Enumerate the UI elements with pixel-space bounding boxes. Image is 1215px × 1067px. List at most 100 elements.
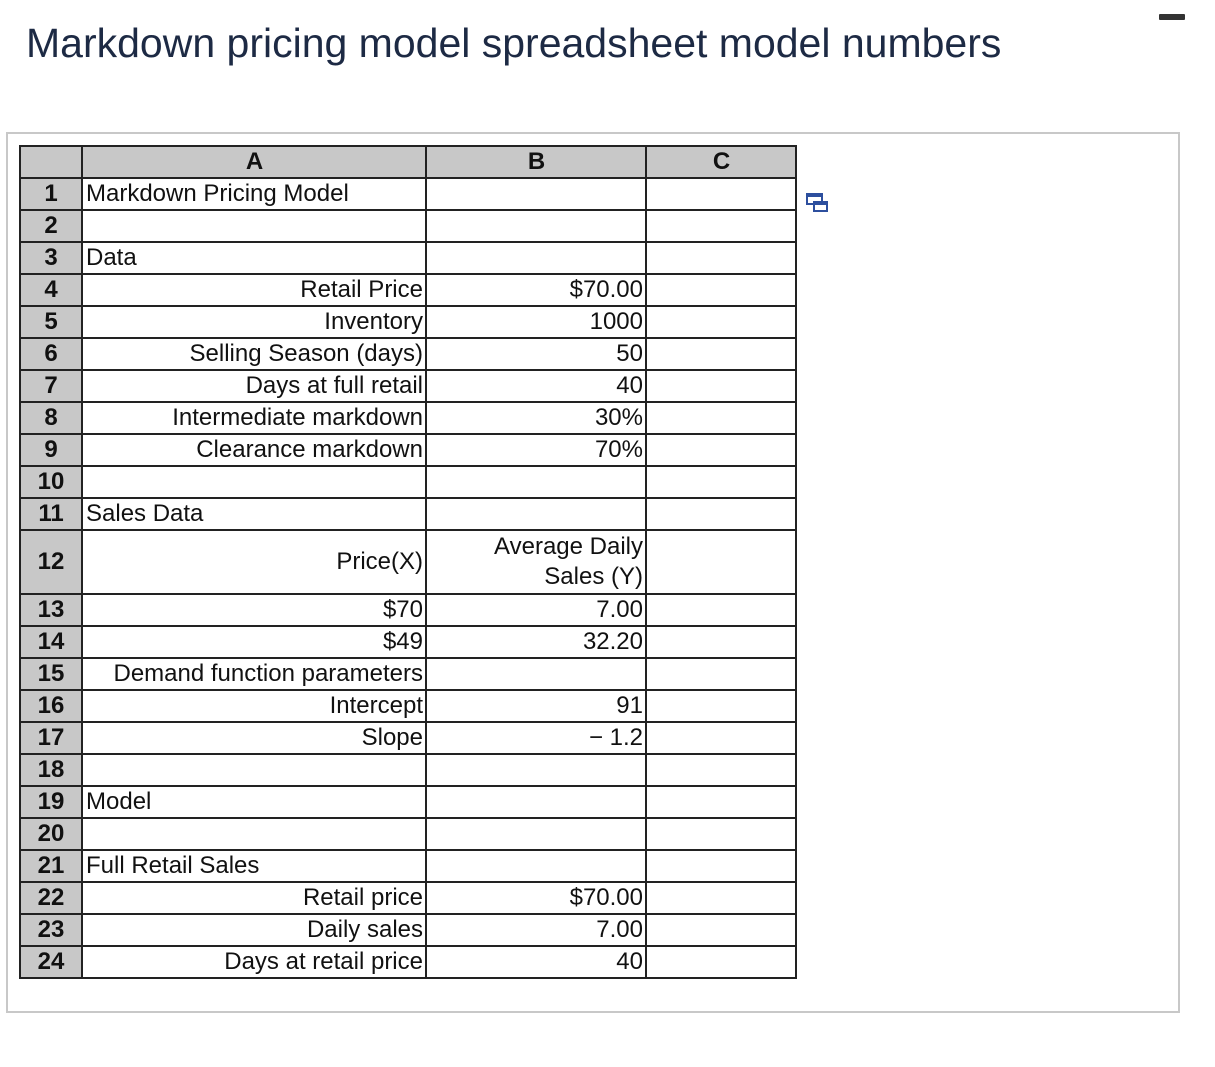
row-header[interactable]: 15 (19, 657, 83, 691)
cell-c[interactable] (645, 305, 797, 339)
cell-b[interactable] (425, 849, 647, 883)
row-header[interactable]: 11 (19, 497, 83, 531)
cell-b[interactable] (425, 497, 647, 531)
cell-a[interactable]: Markdown Pricing Model (81, 177, 427, 211)
cell-c[interactable] (645, 401, 797, 435)
cell-b[interactable]: 32.20 (425, 625, 647, 659)
minimize-icon[interactable] (1159, 14, 1185, 20)
cell-c[interactable] (645, 913, 797, 947)
cell-a[interactable]: Days at retail price (81, 945, 427, 979)
cell-c[interactable] (645, 241, 797, 275)
cell-a[interactable]: Retail price (81, 881, 427, 915)
cell-c[interactable] (645, 593, 797, 627)
cell-a[interactable]: Days at full retail (81, 369, 427, 403)
row-header[interactable]: 8 (19, 401, 83, 435)
cell-c[interactable] (645, 433, 797, 467)
cell-b[interactable]: $70.00 (425, 881, 647, 915)
row-header[interactable]: 3 (19, 241, 83, 275)
cell-b[interactable] (425, 657, 647, 691)
cell-c[interactable] (645, 273, 797, 307)
cell-a[interactable] (81, 817, 427, 851)
cell-a[interactable] (81, 209, 427, 243)
cell-c[interactable] (645, 689, 797, 723)
column-header-a[interactable]: A (81, 145, 427, 179)
cell-a[interactable]: Intermediate markdown (81, 401, 427, 435)
cell-a[interactable]: Sales Data (81, 497, 427, 531)
cell-a[interactable]: Selling Season (days) (81, 337, 427, 371)
cell-c[interactable] (645, 721, 797, 755)
row-header[interactable]: 23 (19, 913, 83, 947)
cell-c[interactable] (645, 177, 797, 211)
cell-a[interactable]: Full Retail Sales (81, 849, 427, 883)
cell-b[interactable]: − 1.2 (425, 721, 647, 755)
cell-b[interactable]: Average Daily Sales (Y) (425, 529, 647, 595)
cell-b[interactable]: 91 (425, 689, 647, 723)
cell-b[interactable]: 7.00 (425, 593, 647, 627)
row-header[interactable]: 2 (19, 209, 83, 243)
cell-a[interactable]: Demand function parameters (81, 657, 427, 691)
cell-a[interactable]: $49 (81, 625, 427, 659)
cell-c[interactable] (645, 881, 797, 915)
cell-c[interactable] (645, 817, 797, 851)
cell-c[interactable] (645, 529, 797, 595)
cell-b[interactable] (425, 753, 647, 787)
cell-a[interactable] (81, 753, 427, 787)
cell-a[interactable]: Daily sales (81, 913, 427, 947)
row-header[interactable]: 4 (19, 273, 83, 307)
row-header[interactable]: 19 (19, 785, 83, 819)
cell-a[interactable]: Inventory (81, 305, 427, 339)
cell-b[interactable] (425, 209, 647, 243)
cell-b[interactable] (425, 177, 647, 211)
cell-a[interactable]: Slope (81, 721, 427, 755)
cell-a[interactable]: Retail Price (81, 273, 427, 307)
row-header[interactable]: 24 (19, 945, 83, 979)
column-header-b[interactable]: B (425, 145, 647, 179)
cell-b[interactable] (425, 465, 647, 499)
cell-a[interactable]: Clearance markdown (81, 433, 427, 467)
cell-b[interactable]: 50 (425, 337, 647, 371)
cell-b[interactable]: 1000 (425, 305, 647, 339)
row-header[interactable]: 21 (19, 849, 83, 883)
cell-c[interactable] (645, 337, 797, 371)
cell-a[interactable] (81, 465, 427, 499)
cell-a[interactable]: Intercept (81, 689, 427, 723)
row-header[interactable]: 14 (19, 625, 83, 659)
row-header[interactable]: 10 (19, 465, 83, 499)
cell-b[interactable]: 40 (425, 369, 647, 403)
row-header[interactable]: 9 (19, 433, 83, 467)
row-header[interactable]: 12 (19, 529, 83, 595)
row-header[interactable]: 7 (19, 369, 83, 403)
column-header-c[interactable]: C (645, 145, 797, 179)
cell-b[interactable] (425, 817, 647, 851)
row-header[interactable]: 1 (19, 177, 83, 211)
cell-c[interactable] (645, 625, 797, 659)
cell-a[interactable]: Price(X) (81, 529, 427, 595)
row-header[interactable]: 22 (19, 881, 83, 915)
cell-b[interactable] (425, 241, 647, 275)
cell-b[interactable]: $70.00 (425, 273, 647, 307)
cell-b[interactable] (425, 785, 647, 819)
cell-c[interactable] (645, 497, 797, 531)
cell-a[interactable]: $70 (81, 593, 427, 627)
row-header[interactable]: 6 (19, 337, 83, 371)
cell-c[interactable] (645, 369, 797, 403)
row-header[interactable]: 5 (19, 305, 83, 339)
cell-c[interactable] (645, 945, 797, 979)
corner-cell[interactable] (19, 145, 83, 179)
cell-b[interactable]: 7.00 (425, 913, 647, 947)
cell-c[interactable] (645, 785, 797, 819)
row-header[interactable]: 20 (19, 817, 83, 851)
popout-window-icon[interactable] (805, 190, 829, 214)
cell-b[interactable]: 40 (425, 945, 647, 979)
cell-b[interactable]: 70% (425, 433, 647, 467)
cell-a[interactable]: Data (81, 241, 427, 275)
row-header[interactable]: 18 (19, 753, 83, 787)
row-header[interactable]: 17 (19, 721, 83, 755)
cell-c[interactable] (645, 657, 797, 691)
cell-a[interactable]: Model (81, 785, 427, 819)
cell-c[interactable] (645, 465, 797, 499)
cell-c[interactable] (645, 849, 797, 883)
cell-c[interactable] (645, 753, 797, 787)
cell-c[interactable] (645, 209, 797, 243)
cell-b[interactable]: 30% (425, 401, 647, 435)
